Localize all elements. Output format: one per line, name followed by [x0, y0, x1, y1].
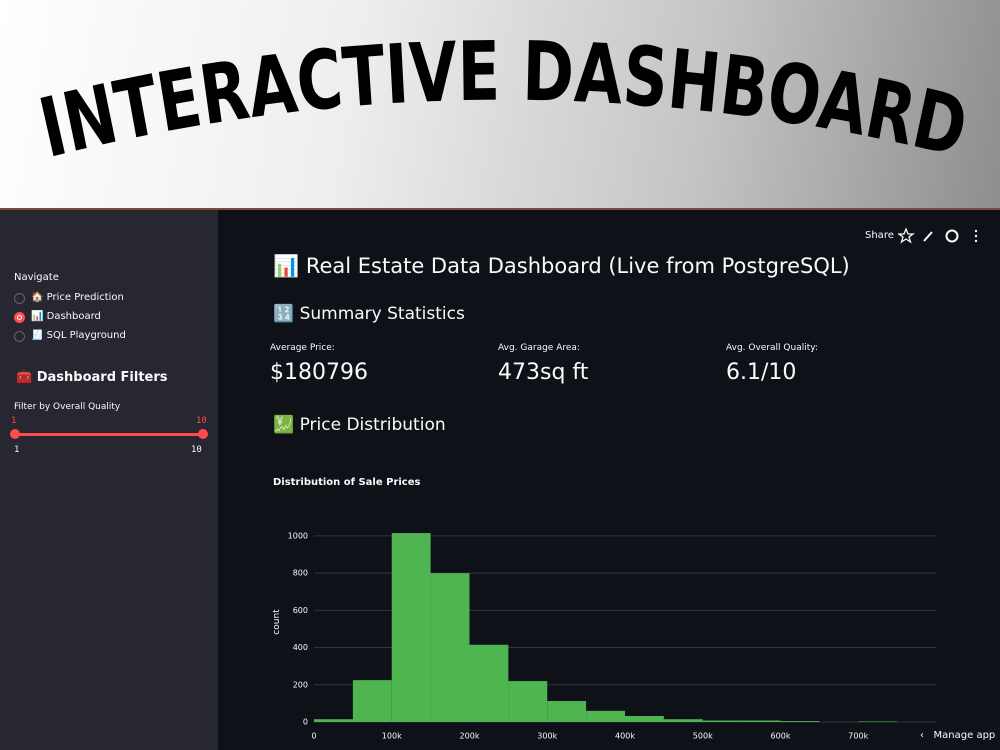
slider-track — [14, 433, 203, 436]
bar — [625, 716, 664, 722]
radio-button[interactable] — [14, 293, 25, 304]
metric-value: $180796 — [270, 360, 368, 385]
y-tick-label: 200 — [293, 680, 308, 689]
y-tick-label: 0 — [303, 718, 308, 727]
bar — [469, 644, 509, 722]
toolbar-icons — [898, 228, 978, 244]
y-tick-label: 600 — [293, 606, 308, 615]
y-tick-label: 1000 — [288, 531, 308, 540]
x-tick-label: 300k — [537, 732, 557, 741]
banner: INTERACTIVE DASHBOARD — [0, 0, 1000, 210]
manage-app[interactable]: ‹ Manage app — [920, 730, 996, 741]
page-title: 📊 Real Estate Data Dashboard (Live from … — [273, 254, 850, 278]
x-tick-label: 0 — [311, 732, 316, 741]
bar — [663, 719, 703, 722]
slider-min: 1 — [14, 445, 20, 455]
bar — [780, 721, 820, 722]
radio-label[interactable]: 🏠 Price Prediction — [31, 292, 124, 303]
radio-button[interactable] — [14, 312, 25, 323]
nav-label: Navigate — [14, 272, 59, 283]
bar — [858, 721, 898, 722]
x-tick-label: 500k — [693, 732, 713, 741]
banner-art: INTERACTIVE DASHBOARD — [31, 24, 975, 177]
metric-value: 473sq ft — [498, 360, 589, 385]
slider-low: 1 — [11, 416, 17, 426]
share-button[interactable]: Share — [865, 230, 894, 241]
histogram-chart: Distribution of Sale Prices count 0 200 40… — [272, 477, 936, 741]
bar — [508, 681, 548, 722]
menu-icon[interactable] — [974, 239, 978, 243]
bar — [547, 700, 587, 722]
y-tick-label: 400 — [293, 643, 308, 652]
distribution-header: 💹 Price Distribution — [273, 415, 446, 435]
y-tick-label: 800 — [293, 569, 308, 578]
banner-title: INTERACTIVE DASHBOARD — [31, 24, 975, 177]
slider-high: 10 — [196, 416, 207, 426]
slider-thumb[interactable] — [10, 429, 20, 439]
x-tick-label: 200k — [460, 732, 480, 741]
chart-title: Distribution of Sale Prices — [273, 477, 421, 488]
menu-icon[interactable] — [974, 229, 978, 233]
y-axis-label: count — [272, 609, 282, 635]
x-tick-label: 400k — [615, 732, 635, 741]
summary-header: 🔢 Summary Statistics — [273, 304, 465, 324]
edit-icon[interactable] — [923, 231, 933, 242]
slider-label: Filter by Overall Quality — [14, 402, 121, 412]
menu-icon[interactable] — [974, 234, 978, 238]
bar — [741, 720, 781, 722]
filters-header: 🧰 Dashboard Filters — [16, 370, 168, 385]
bar — [352, 680, 392, 722]
slider-thumb[interactable] — [198, 429, 208, 439]
metric-label: Avg. Garage Area: — [498, 343, 580, 353]
x-tick-label: 600k — [771, 732, 791, 741]
bar — [391, 533, 431, 722]
banner-title-path: INTERACTIVE DASHBOARD — [31, 24, 975, 177]
bar — [586, 710, 625, 722]
sidebar: Navigate 🏠 Price Prediction 📊 Dashboard 🧾 … — [0, 210, 218, 750]
bar — [702, 720, 742, 722]
metric-label: Average Price: — [270, 343, 335, 353]
metric-value: 6.1/10 — [726, 360, 797, 385]
github-icon[interactable] — [945, 229, 959, 243]
radio-button[interactable] — [14, 331, 25, 342]
radio-label[interactable]: 📊 Dashboard — [31, 311, 101, 322]
metric-label: Avg. Overall Quality: — [726, 343, 818, 353]
x-tick-label: 100k — [382, 732, 402, 741]
manage-app-label: Manage app — [933, 730, 996, 741]
bar — [314, 719, 353, 722]
star-icon[interactable] — [898, 228, 915, 244]
slider-max: 10 — [191, 445, 202, 455]
x-tick-label: 700k — [848, 732, 868, 741]
radio-label[interactable]: 🧾 SQL Playground — [31, 330, 126, 341]
bar — [430, 573, 470, 722]
